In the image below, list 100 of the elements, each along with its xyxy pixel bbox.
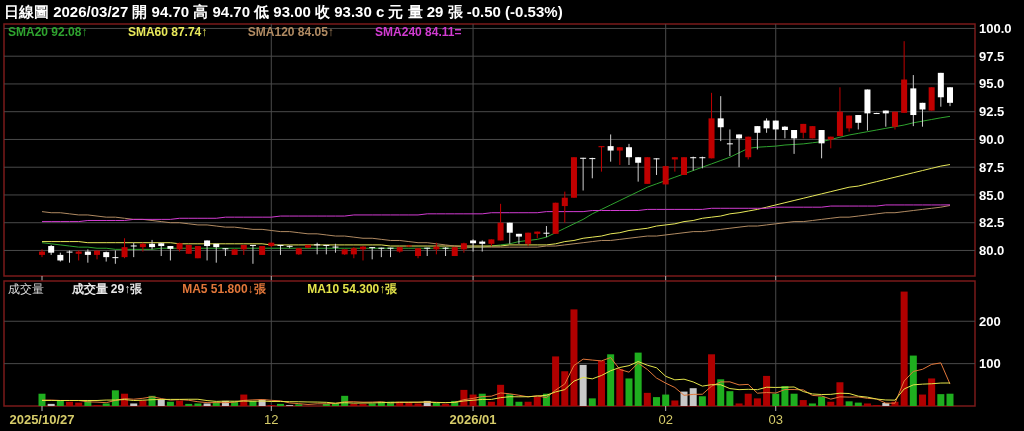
text: MA10 54.300↑張 [307, 282, 399, 296]
candlestick [781, 125, 788, 139]
candlestick [112, 249, 119, 265]
bar [726, 391, 734, 406]
candlestick [204, 239, 211, 261]
bar [937, 394, 945, 406]
bar [276, 403, 284, 406]
candlestick [580, 157, 587, 192]
candlestick [754, 125, 761, 150]
bar [607, 354, 615, 406]
candlestick [249, 244, 256, 265]
candlestick [607, 133, 614, 163]
candlestick [625, 143, 632, 166]
bar [359, 403, 367, 406]
candlestick [928, 86, 935, 112]
bar [552, 356, 560, 406]
candlestick [864, 89, 871, 132]
y-tick-label: 97.5 [979, 48, 1005, 64]
candlestick [690, 156, 697, 172]
candlestick [149, 239, 156, 250]
y-tick-label: 90.0 [979, 132, 1005, 147]
bar [442, 403, 450, 406]
bar [708, 354, 716, 406]
bar [653, 397, 661, 406]
bar [946, 393, 954, 406]
candlestick [139, 242, 146, 253]
bar [827, 401, 835, 406]
bar [845, 401, 853, 406]
bar [515, 401, 523, 406]
candlestick [405, 244, 412, 248]
y-tick-label: 100 [979, 356, 1001, 372]
line-series [41, 204, 951, 223]
candlestick [717, 95, 724, 142]
bar [689, 388, 697, 406]
bar [597, 360, 605, 406]
candlestick [66, 249, 73, 264]
bar [47, 403, 55, 406]
bar [818, 396, 826, 406]
bar [928, 378, 936, 406]
candlestick [277, 244, 284, 256]
y-tick-label: 200 [979, 313, 1001, 329]
text: SMA60 87.74↑ [127, 25, 208, 39]
bar [799, 400, 807, 406]
candlestick [671, 156, 678, 173]
bar [671, 400, 679, 406]
y-tick-label: 80.0 [979, 243, 1005, 259]
bar [414, 403, 422, 406]
bar [643, 392, 651, 406]
bar [588, 398, 596, 406]
bar [524, 401, 532, 406]
y-tick-label: 85.0 [979, 187, 1005, 203]
bar [487, 401, 495, 406]
bar [900, 291, 908, 406]
bar [130, 403, 138, 406]
bar [909, 355, 917, 406]
candlestick [791, 129, 798, 155]
y-tick-label: 95.0 [979, 76, 1005, 92]
candlestick [94, 249, 101, 260]
bar [698, 396, 706, 406]
candlestick [479, 239, 486, 253]
candlestick [543, 225, 550, 238]
text: SMA120 84.05↑ [247, 25, 334, 39]
bar [350, 403, 358, 406]
bar [753, 398, 761, 406]
bar [625, 378, 633, 406]
candlestick [39, 248, 45, 258]
text: 成交量 29↑張 [70, 282, 144, 296]
text: MA5 51.800↓張 [182, 282, 267, 296]
bar [634, 352, 642, 406]
chart-title: 日線圖 2026/03/27 開 94.70 高 94.70 低 93.00 收 93.30 c 元 量 29 張 -0.50 (-0.53%) [4, 3, 563, 20]
bar [790, 393, 798, 406]
bar [176, 400, 184, 406]
bar [772, 393, 780, 406]
y-tick-label: 82.5 [979, 215, 1005, 231]
candlestick [736, 133, 743, 168]
candlestick [635, 156, 642, 183]
bar [203, 403, 211, 406]
line-series [41, 205, 951, 248]
candlestick [653, 157, 660, 176]
bar [735, 403, 743, 406]
text: SMA240 84.11= [375, 25, 462, 39]
bar [185, 403, 193, 406]
y-tick-label: 87.5 [979, 159, 1005, 175]
candlestick [818, 129, 825, 159]
bar [808, 403, 816, 406]
candlestick [947, 86, 953, 107]
candlestick [515, 233, 522, 245]
y-tick-label: 100.0 [979, 20, 1012, 36]
bar [863, 403, 871, 406]
candlestick [589, 157, 596, 179]
x-tick-label: 12 [264, 412, 279, 427]
x-tick-label: 02 [658, 412, 673, 427]
x-tick-label: 2026/01 [449, 412, 497, 427]
bar [744, 393, 752, 406]
candlestick [470, 238, 477, 253]
bar [579, 364, 587, 406]
bar [570, 309, 578, 406]
bar [66, 401, 74, 406]
candlestick [561, 191, 568, 224]
bar [662, 394, 670, 406]
